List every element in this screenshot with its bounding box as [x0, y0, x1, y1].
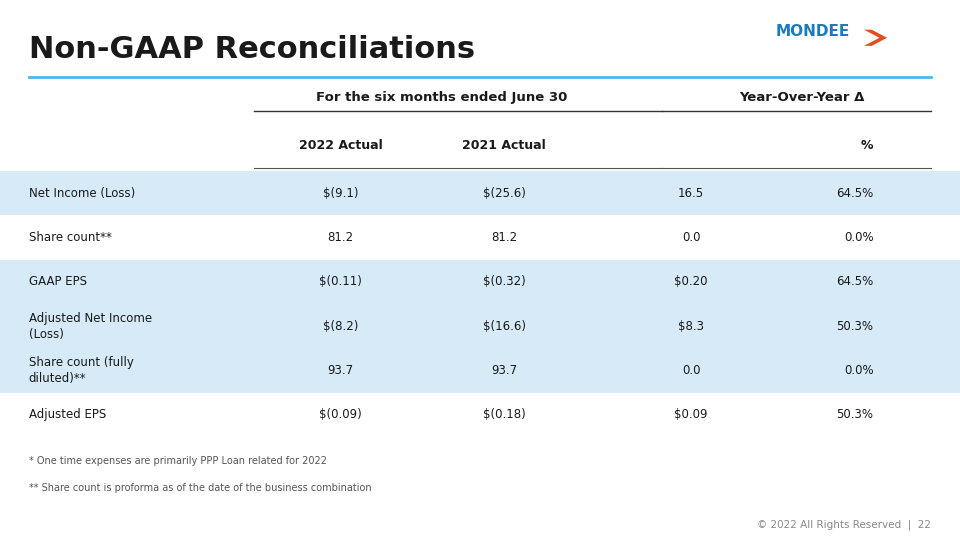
- Text: 16.5: 16.5: [678, 187, 705, 200]
- Text: © 2022 All Rights Reserved  |  22: © 2022 All Rights Reserved | 22: [757, 520, 931, 530]
- Text: 81.2: 81.2: [491, 231, 517, 244]
- Text: 93.7: 93.7: [327, 364, 354, 377]
- Text: Adjusted Net Income
(Loss): Adjusted Net Income (Loss): [29, 312, 152, 341]
- Text: 50.3%: 50.3%: [836, 408, 874, 421]
- Text: $(16.6): $(16.6): [483, 320, 525, 333]
- Text: 64.5%: 64.5%: [836, 275, 874, 288]
- Text: ** Share count is proforma as of the date of the business combination: ** Share count is proforma as of the dat…: [29, 483, 372, 493]
- Text: $(0.11): $(0.11): [320, 275, 362, 288]
- Text: Adjusted EPS: Adjusted EPS: [29, 408, 106, 421]
- Text: $(0.09): $(0.09): [320, 408, 362, 421]
- Text: Share count (fully
diluted)**: Share count (fully diluted)**: [29, 356, 133, 385]
- Text: 0.0: 0.0: [682, 364, 701, 377]
- Text: $(0.18): $(0.18): [483, 408, 525, 421]
- Text: MONDEE: MONDEE: [776, 24, 850, 39]
- Text: $0.20: $0.20: [675, 275, 708, 288]
- Text: GAAP EPS: GAAP EPS: [29, 275, 86, 288]
- Polygon shape: [864, 30, 887, 46]
- Text: Year-Over-Year Δ: Year-Over-Year Δ: [739, 91, 864, 104]
- Text: 50.3%: 50.3%: [836, 320, 874, 333]
- Text: $8.3: $8.3: [678, 320, 705, 333]
- Text: Non-GAAP Reconciliations: Non-GAAP Reconciliations: [29, 35, 475, 64]
- Text: 2021 Actual: 2021 Actual: [462, 139, 546, 152]
- Text: 81.2: 81.2: [327, 231, 354, 244]
- Text: $(0.32): $(0.32): [483, 275, 525, 288]
- Text: 0.0%: 0.0%: [844, 231, 874, 244]
- Text: For the six months ended June 30: For the six months ended June 30: [316, 91, 567, 104]
- Bar: [0, 304, 960, 348]
- Bar: [0, 348, 960, 393]
- Text: 93.7: 93.7: [491, 364, 517, 377]
- Text: $0.09: $0.09: [675, 408, 708, 421]
- Text: %: %: [861, 139, 874, 152]
- Text: 0.0%: 0.0%: [844, 364, 874, 377]
- Text: $(8.2): $(8.2): [324, 320, 358, 333]
- Text: 2022 Actual: 2022 Actual: [299, 139, 383, 152]
- Text: * One time expenses are primarily PPP Loan related for 2022: * One time expenses are primarily PPP Lo…: [29, 456, 326, 466]
- Text: Share count**: Share count**: [29, 231, 111, 244]
- Text: $(25.6): $(25.6): [483, 187, 525, 200]
- Text: Net Income (Loss): Net Income (Loss): [29, 187, 135, 200]
- Text: $(9.1): $(9.1): [324, 187, 358, 200]
- Text: 0.0: 0.0: [682, 231, 701, 244]
- Bar: [0, 171, 960, 215]
- Bar: [0, 260, 960, 304]
- Text: 64.5%: 64.5%: [836, 187, 874, 200]
